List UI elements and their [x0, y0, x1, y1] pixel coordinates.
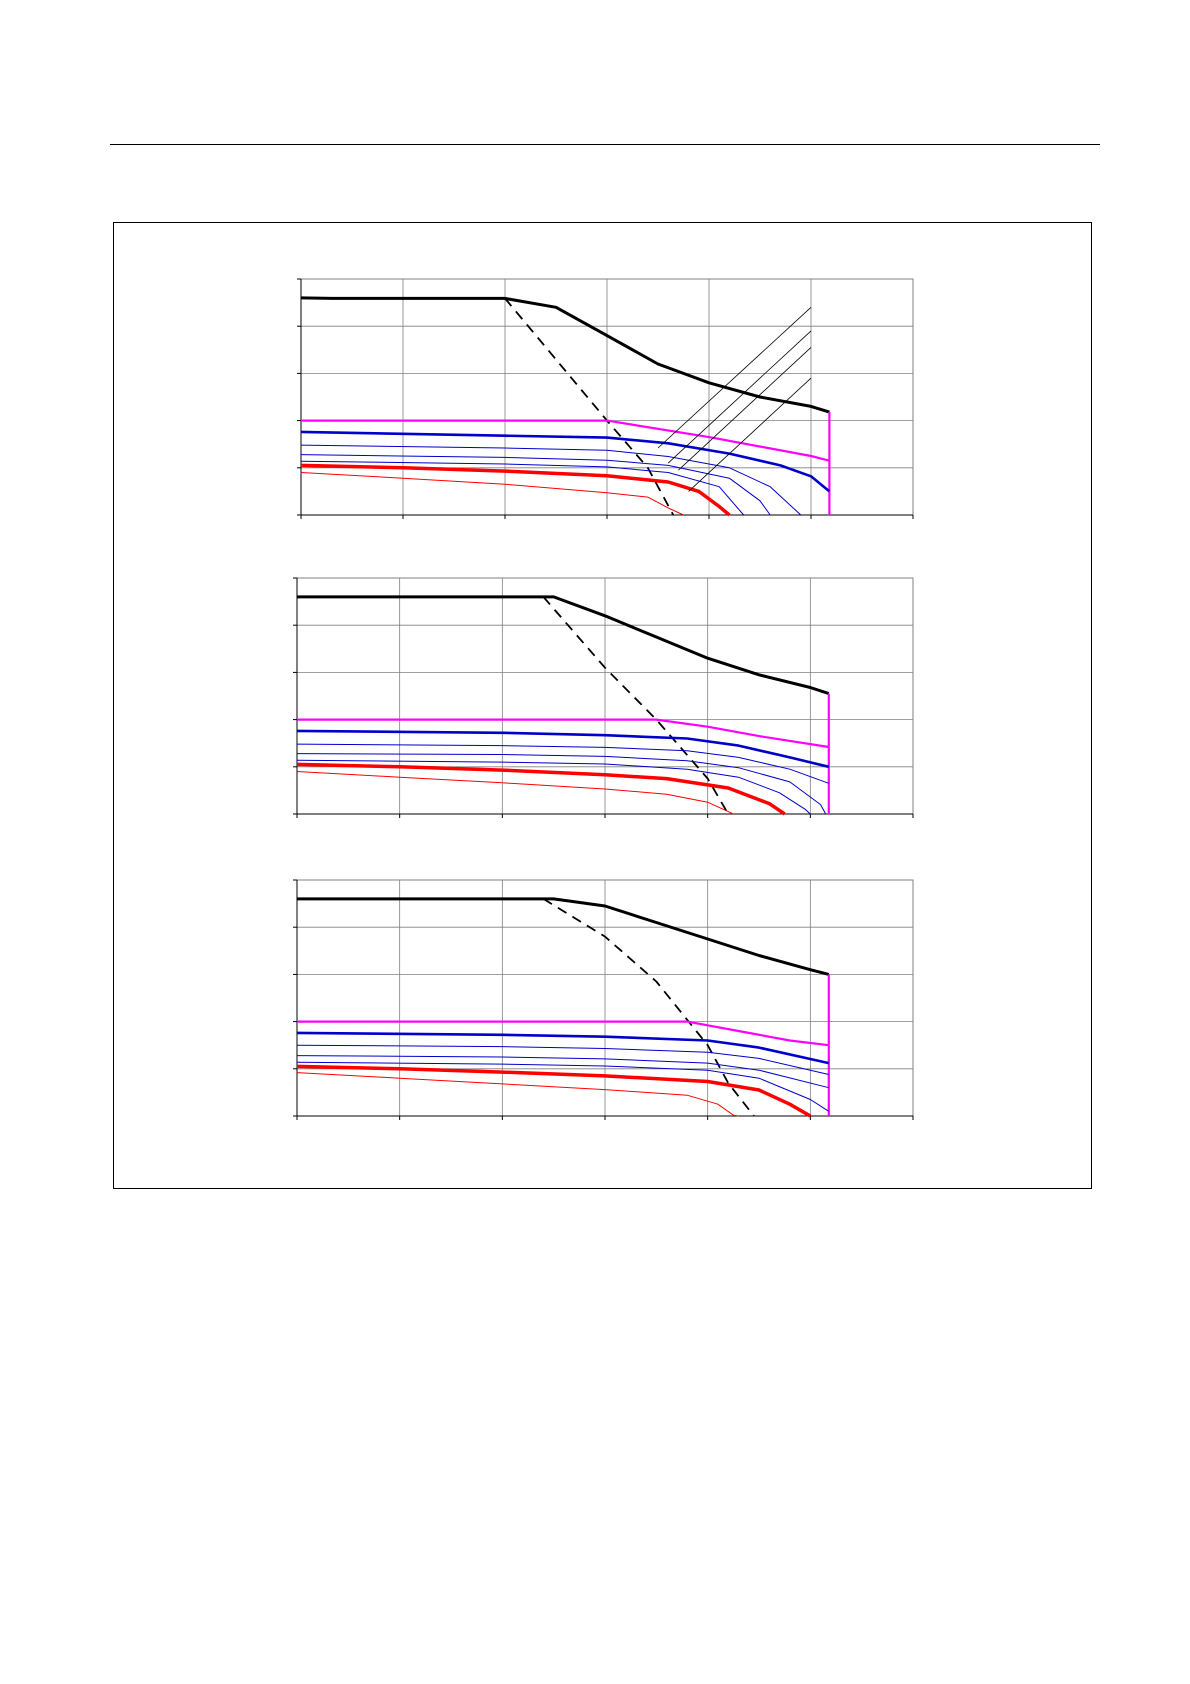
chart-panel-1	[297, 278, 914, 519]
series-line-magenta-3	[297, 1020, 829, 1047]
series-line-black-dashed-2	[542, 596, 729, 815]
series-line-magenta-3	[301, 419, 830, 462]
series-line-red-thick-9	[300, 463, 731, 517]
series-line-black-thick-1	[297, 897, 830, 976]
series-line-blue-thick-5	[296, 1031, 830, 1065]
series-line-red-thin-10	[296, 1072, 739, 1117]
series-line-red-thick-9	[296, 762, 786, 816]
chart-panel-3	[293, 879, 914, 1120]
series-line-blue-thin-6	[296, 743, 829, 784]
series-line-blue-thick-5	[300, 430, 831, 493]
series-line-blue-thin-8	[296, 1061, 830, 1112]
series-line-red-thin-10	[296, 771, 734, 815]
series-line-black-thick-1	[297, 595, 830, 696]
series-line-magenta-3	[297, 718, 829, 749]
series-line-blue-thick-5	[296, 729, 830, 769]
series-line-leader-11	[657, 307, 812, 449]
series-line-leader-14	[688, 377, 812, 492]
series-line-black-dashed-2	[542, 898, 755, 1117]
series-line-leader-12	[667, 330, 812, 464]
series-line-blue-thin-7	[296, 753, 827, 815]
series-line-black-dashed-2	[504, 297, 675, 516]
series-line-blue-thin-7	[300, 454, 771, 516]
series-line-red-thin-10	[300, 472, 684, 516]
series-line-blue-thin-8	[296, 759, 811, 815]
series-line-blue-thin-7	[296, 1055, 829, 1089]
chart-panel-2	[293, 577, 914, 818]
figure-frame	[113, 222, 1092, 1189]
series-line-red-thick-9	[296, 1064, 812, 1118]
series-line-blue-thin-8	[300, 460, 745, 516]
series-line-leader-13	[678, 347, 812, 471]
series-line-blue-thin-6	[300, 444, 802, 516]
series-line-blue-thin-6	[296, 1044, 829, 1075]
header-rule	[110, 144, 1100, 145]
